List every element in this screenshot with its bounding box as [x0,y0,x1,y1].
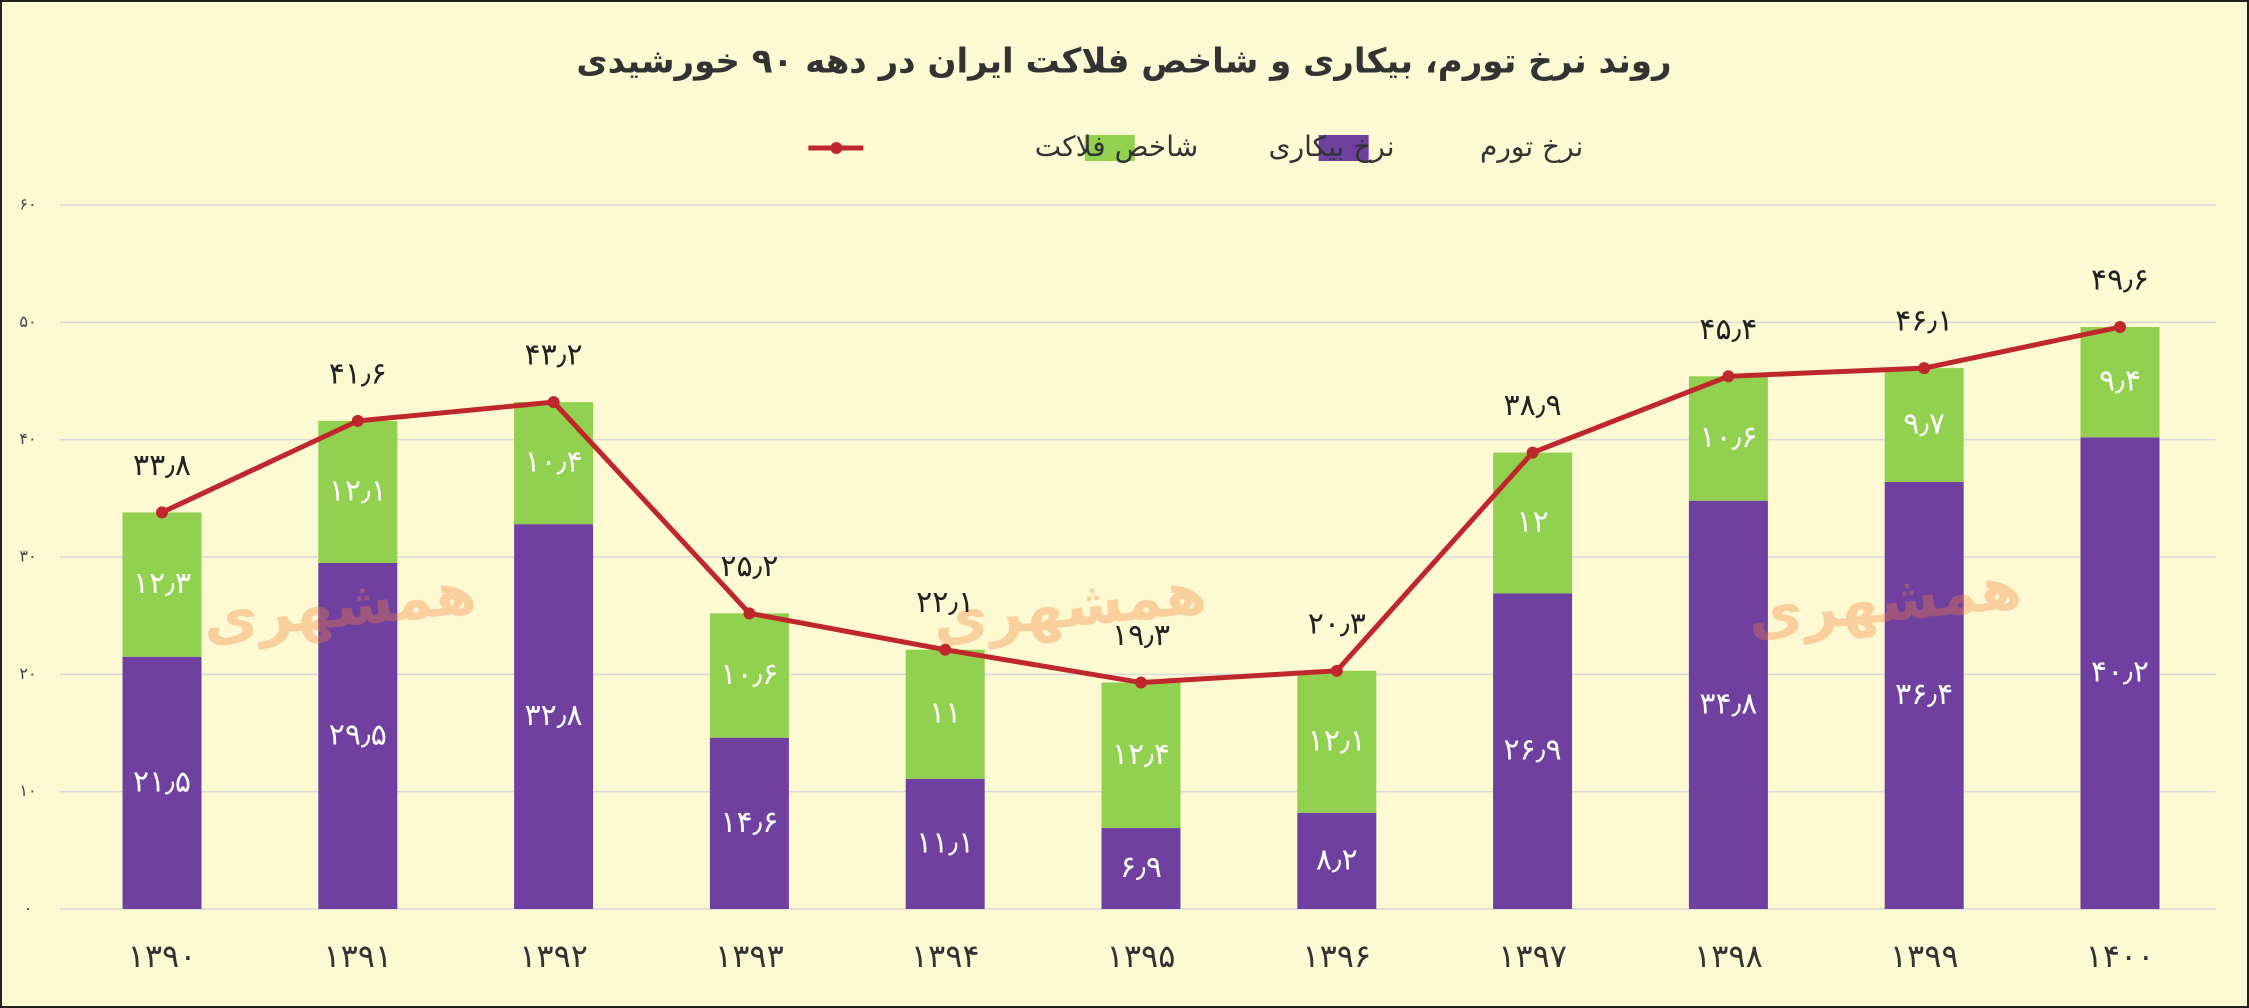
data-label: ۴۶٫۱ [1895,304,1953,339]
data-label: ۱۲٫۱ [1308,723,1366,758]
data-label: ۱۲٫۳ [133,566,191,601]
bar-segment [1688,376,1768,501]
data-label: ۳۲٫۸ [525,698,583,733]
bar-segment [1884,481,1964,909]
data-label: ۱۴٫۶ [720,805,778,840]
line-point [547,396,560,409]
x-tick-label: ۱۳۹۷ [1498,937,1567,975]
y-tick-label: ۶۰ [19,195,36,214]
line-point [1918,362,1931,375]
data-label: ۱۲٫۴ [1112,737,1170,772]
data-label: ۲۶٫۹ [1504,733,1562,768]
legend-label: نرخ تورم [1480,130,1583,163]
line-point [1330,664,1343,677]
legend-label: شاخص فلاکت [1035,130,1198,163]
data-label: ۲۱٫۵ [133,764,191,799]
y-tick-label: ۳۰ [19,547,36,566]
bar-segment [1493,452,1573,594]
bar-segment [1884,368,1964,482]
data-label: ۹٫۷ [1903,407,1945,442]
data-label: ۱۲ [1516,504,1548,539]
x-tick-label: ۱۳۹۵ [1107,937,1176,975]
y-tick-label: ۵۰ [19,312,36,331]
data-label: ۱۲٫۱ [329,473,387,508]
bar-segment [2080,437,2160,909]
data-label: ۱۱ [929,696,961,731]
bar-segment [318,562,398,909]
y-tick-label: ۰ [24,899,33,918]
bar-segment [318,420,398,563]
bar-segment [905,649,985,779]
data-label: ۲۲٫۱ [916,585,974,620]
data-label: ۳۸٫۹ [1504,388,1562,423]
data-label: ۱۱٫۱ [916,825,974,860]
data-label: ۳۶٫۴ [1895,677,1953,712]
data-label: ۳۳٫۸ [133,448,191,483]
y-tick-label: ۱۰ [19,781,36,800]
bar-segment [1688,500,1768,909]
bar-segment [709,737,789,909]
line-point [351,414,364,427]
data-label: ۴۰٫۲ [2091,655,2149,690]
data-label: ۳۴٫۸ [1699,686,1757,721]
bar-segment [1493,593,1573,909]
legend-marker [1084,135,1135,161]
chart-title: روند نرخ تورم، بیکاری و شاخص فلاکت ایران… [576,42,1671,82]
x-tick-label: ۱۳۹۸ [1694,937,1763,975]
data-label: ۱۰٫۶ [1699,420,1757,455]
legend-marker [830,142,843,154]
data-label: ۴۱٫۶ [329,356,387,391]
bar-segment [514,402,594,525]
x-tick-label: ۱۳۹۱ [323,937,392,975]
legend-label: نرخ بیکاری [1269,130,1395,163]
x-tick-label: ۱۳۹۴ [911,937,980,975]
x-tick-label: ۱۳۹۲ [519,937,588,975]
data-label: ۲۰٫۳ [1308,606,1366,641]
line-point [1526,446,1539,459]
y-tick-label: ۴۰ [19,429,36,448]
data-label: ۹٫۴ [2099,364,2141,399]
data-label: ۸٫۲ [1316,842,1358,877]
bar-segment [122,656,202,909]
bar-segment [122,512,202,657]
line-point [2114,321,2126,334]
x-tick-label: ۱۳۹۶ [1302,937,1371,975]
x-tick-label: ۱۴۰۰ [2086,937,2155,975]
x-tick-label: ۱۳۹۹ [1890,937,1959,975]
bar-segment [514,524,594,909]
data-label: ۶٫۹ [1120,850,1162,885]
line-point [743,607,756,620]
data-label: ۴۹٫۶ [2091,263,2149,298]
legend-marker [1318,135,1369,161]
data-label: ۲۹٫۵ [329,717,387,752]
line-point [1135,676,1147,689]
data-label: ۱۹٫۳ [1112,618,1170,653]
bar-segment [2080,327,2160,438]
data-label: ۲۵٫۲ [720,549,778,584]
bar-segment [1101,828,1181,909]
y-tick-label: ۲۰ [19,664,36,683]
line-point [939,643,952,656]
data-label: ۱۰٫۴ [525,445,583,480]
bar-segment [1297,670,1377,813]
bar-segment [905,778,985,909]
data-label: ۴۳٫۲ [525,338,583,373]
data-label: ۱۰٫۶ [720,657,778,692]
data-label: ۴۵٫۴ [1699,312,1757,347]
bar-segment [709,613,789,738]
line-point [1722,370,1735,383]
bar-segment [1101,682,1181,829]
bar-segment [1297,812,1377,909]
x-tick-label: ۱۳۹۳ [715,937,784,975]
x-tick-label: ۱۳۹۰ [128,937,197,975]
line-point [156,506,168,519]
